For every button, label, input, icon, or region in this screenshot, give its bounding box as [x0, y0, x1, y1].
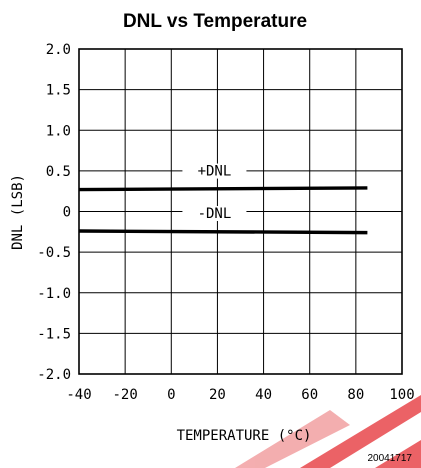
y-tick-label: 1.5 — [46, 83, 71, 99]
x-tick-label: 0 — [167, 387, 175, 403]
series-layer — [78, 186, 368, 235]
x-tick-label: 80 — [347, 387, 364, 403]
y-tick-label: -2.0 — [37, 367, 71, 383]
y-axis-label: DNL (LSB) — [10, 174, 26, 250]
series-label-bg — [182, 206, 247, 221]
series-label-bg — [182, 163, 247, 179]
chart-title: DNL vs Temperature — [123, 11, 307, 32]
series-line-minus-dnl — [78, 229, 368, 235]
x-tick-label: 60 — [301, 387, 318, 403]
x-axis-label: TEMPERATURE (°C) — [177, 428, 312, 444]
x-tick-labels: -40 -20 0 20 40 60 80 100 — [66, 387, 414, 403]
y-tick-label: 2.0 — [46, 42, 71, 58]
plot-frame — [78, 48, 403, 375]
annotation-layer: +DNL -DNL — [182, 163, 247, 222]
watermark-logo — [235, 395, 421, 468]
x-tick-label: 20 — [209, 387, 226, 403]
y-tick-label: -1.0 — [37, 286, 71, 302]
y-tick-label: 0.5 — [46, 164, 71, 180]
figure-id: 20041717 — [368, 453, 413, 464]
y-tick-labels: 2.0 1.5 1.0 0.5 0 -0.5 -1.0 -1.5 -2.0 — [37, 42, 71, 383]
x-tick-label: 100 — [389, 387, 414, 403]
series-label: +DNL — [198, 164, 232, 180]
y-tick-label: 1.0 — [46, 123, 71, 139]
y-tick-label: -0.5 — [37, 245, 71, 261]
y-tick-label: -1.5 — [37, 326, 71, 342]
y-tick-label: 0 — [63, 205, 71, 221]
x-tick-label: -20 — [112, 387, 137, 403]
x-tick-label: -40 — [66, 387, 91, 403]
series-line-plus-dnl — [78, 186, 368, 192]
series-label: -DNL — [198, 206, 232, 222]
x-tick-label: 40 — [255, 387, 272, 403]
